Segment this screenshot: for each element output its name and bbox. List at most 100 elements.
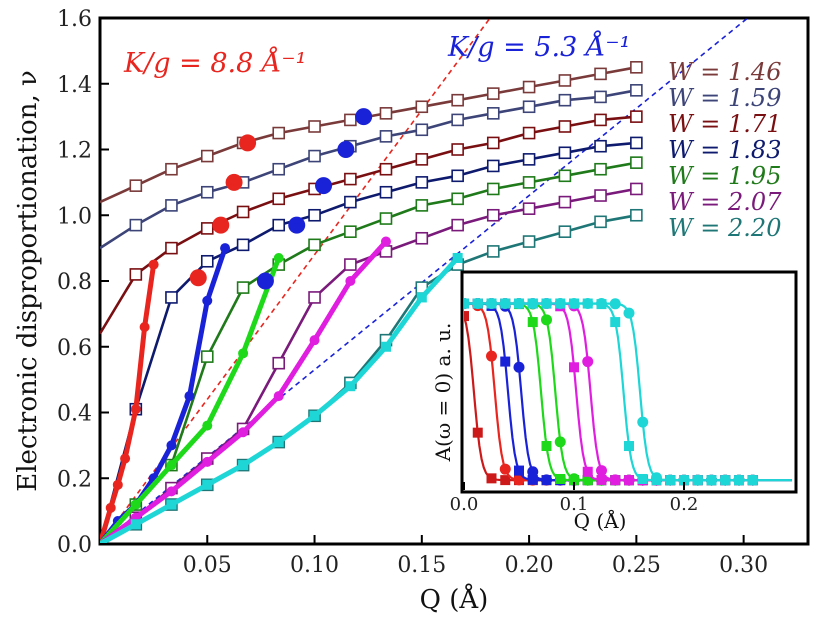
- x-tick-label: 0.15: [397, 553, 446, 578]
- series-line: [100, 161, 637, 544]
- data-point: [451, 113, 464, 127]
- legend-entry: W = 2.20: [668, 214, 781, 242]
- transition-point: [212, 216, 230, 234]
- inset-point: [596, 465, 607, 477]
- data-point: [220, 243, 231, 254]
- inset-point: [541, 474, 552, 486]
- data-point: [379, 212, 393, 225]
- y-tick-label: 1.2: [57, 139, 92, 164]
- data-point: [184, 391, 195, 402]
- data-point: [415, 153, 429, 166]
- inset-point: [486, 298, 497, 310]
- data-point: [451, 169, 464, 183]
- data-point: [486, 107, 500, 120]
- inset-frame: [460, 270, 798, 494]
- data-point: [630, 182, 643, 196]
- data-point: [594, 67, 607, 81]
- data-point: [558, 195, 572, 209]
- data-point: [148, 259, 159, 270]
- legend-entry: W = 1.83: [668, 136, 781, 164]
- legend-entry: W = 1.46: [668, 58, 781, 86]
- inset-x-title: Q (Å): [574, 508, 627, 533]
- inset-point: [472, 298, 484, 310]
- x-axis-title: Q (Å): [420, 583, 489, 615]
- data-point: [415, 123, 429, 137]
- data-point: [522, 176, 536, 189]
- y-tick-label: 0.4: [57, 402, 92, 427]
- data-point: [236, 238, 250, 252]
- inset-point: [623, 307, 635, 319]
- transition-point: [189, 269, 207, 287]
- data-point: [558, 146, 572, 160]
- inset-point: [541, 441, 552, 452]
- data-point: [273, 252, 284, 263]
- data-point: [130, 519, 141, 530]
- inset-point: [514, 465, 524, 476]
- data-point: [522, 153, 536, 166]
- inset-point: [499, 463, 511, 475]
- data-point: [344, 258, 357, 271]
- series-line: [100, 264, 157, 544]
- data-point: [522, 100, 536, 114]
- inset-point: [596, 298, 607, 310]
- data-point: [309, 410, 320, 421]
- inset-point: [527, 466, 539, 478]
- data-point: [200, 149, 214, 163]
- inset-point: [719, 474, 731, 486]
- series-line: [100, 115, 637, 335]
- data-point: [522, 80, 536, 94]
- data-point: [238, 427, 249, 438]
- data-point: [130, 499, 141, 510]
- data-point: [451, 192, 464, 206]
- inset-x-tick-label: 0.1: [560, 494, 589, 515]
- inset-point: [664, 474, 676, 486]
- inset-point: [499, 298, 511, 310]
- transition-point: [355, 108, 373, 126]
- annotation-blue: K/g = 5.3 Å⁻¹: [447, 30, 630, 63]
- inset-point: [472, 427, 483, 438]
- inset-point: [623, 474, 635, 486]
- data-point: [594, 113, 607, 127]
- data-point: [200, 185, 214, 199]
- inset-point: [541, 314, 552, 326]
- inset-point: [609, 298, 621, 310]
- data-point: [379, 130, 393, 143]
- data-point: [272, 126, 286, 140]
- inset-point: [568, 473, 580, 485]
- data-point: [630, 84, 643, 97]
- inset-point: [527, 298, 539, 310]
- y-tick-label: 0.8: [57, 270, 92, 295]
- data-point: [630, 208, 643, 222]
- data-point: [451, 218, 464, 232]
- inset-point: [555, 473, 566, 484]
- x-tick-label: 0.25: [612, 553, 661, 578]
- data-point: [139, 322, 150, 333]
- data-point: [308, 149, 321, 163]
- inset-point: [486, 473, 497, 484]
- series-line: [100, 257, 282, 544]
- data-point: [451, 93, 464, 107]
- data-point: [380, 236, 391, 247]
- inset-point: [747, 474, 759, 486]
- data-point: [273, 437, 284, 448]
- annotation-red: K/g = 8.8 Å⁻¹: [123, 46, 306, 79]
- inset-point: [582, 466, 593, 477]
- y-tick-label: 1.6: [57, 7, 92, 32]
- data-point: [486, 245, 500, 258]
- inset-point: [513, 474, 525, 486]
- inset-point: [568, 298, 580, 310]
- inset-x-tick-label: 0.0: [450, 494, 479, 515]
- inset-point: [637, 473, 648, 484]
- inset-point: [527, 474, 538, 485]
- inset-point: [500, 475, 511, 486]
- data-point: [200, 350, 214, 363]
- data-point: [558, 169, 572, 183]
- data-point: [345, 276, 356, 286]
- data-point: [380, 341, 391, 352]
- data-point: [594, 189, 607, 202]
- data-point: [344, 225, 357, 238]
- y-tick-label: 0.2: [57, 467, 92, 492]
- y-tick-label: 0.6: [57, 336, 92, 361]
- data-point: [344, 172, 357, 186]
- data-point: [272, 218, 286, 232]
